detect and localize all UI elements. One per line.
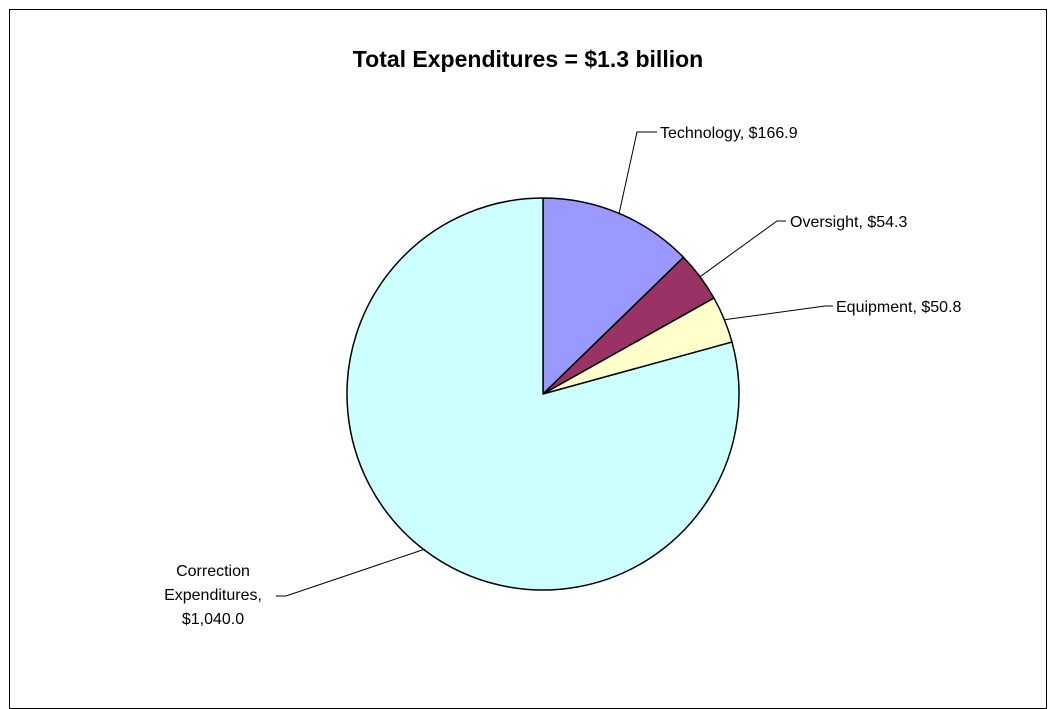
- leader-line: [698, 220, 786, 278]
- leader-line: [618, 131, 657, 215]
- pie-slice-correction-expenditures: [346, 197, 740, 591]
- slice-label-line: Oversight, $54.3: [790, 214, 908, 231]
- slice-label: Technology, $166.9: [660, 125, 798, 142]
- slice-label: Correction Expenditures, $1,040.0: [164, 563, 262, 628]
- slice-label: Oversight, $54.3: [790, 214, 908, 231]
- slice-label-line: $1,040.0: [182, 611, 244, 628]
- leader-line: [723, 305, 833, 321]
- slice-label-line: Correction: [176, 563, 250, 580]
- chart-title: Total Expenditures = $1.3 billion: [352, 46, 704, 72]
- slice-label-line: Expenditures,: [164, 587, 262, 604]
- slice-label-line: Technology, $166.9: [660, 125, 798, 142]
- slice-label: Equipment, $50.8: [836, 299, 962, 316]
- slice-label-line: Equipment, $50.8: [836, 299, 962, 316]
- leader-line: [276, 548, 425, 597]
